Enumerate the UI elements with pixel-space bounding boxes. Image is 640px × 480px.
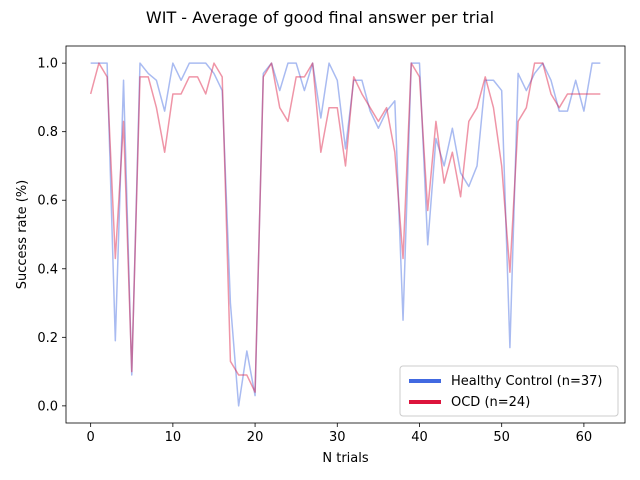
x-tick-label: 40: [411, 430, 428, 445]
y-tick-label: 0.4: [37, 262, 58, 277]
series-line-healthy-control: [90, 62, 601, 407]
y-tick-label: 0.8: [37, 125, 58, 140]
y-tick-label: 1.0: [37, 57, 58, 72]
legend-frame: [399, 365, 619, 417]
y-tick-label: 0.0: [37, 399, 58, 414]
axes-frame: [65, 45, 626, 424]
y-axis-label: Success rate (%): [15, 180, 30, 290]
plot-area: [65, 45, 626, 424]
x-tick-label: 50: [493, 430, 510, 445]
x-tick-label: 0: [87, 430, 95, 445]
series-layer: [89, 62, 601, 407]
x-tick-label: 20: [247, 430, 264, 445]
legend: Healthy Control (n=37) OCD (n=24): [399, 365, 619, 417]
x-axis: 0 10 20 30 40 50 60: [87, 423, 593, 445]
y-tick-label: 0.6: [37, 194, 58, 209]
series-line-ocd: [89, 62, 601, 393]
y-axis: 0.0 0.2 0.4 0.6 0.8 1.0: [37, 57, 66, 414]
x-tick-label: 10: [165, 430, 182, 445]
chart-title: WIT - Average of good final answer per t…: [146, 8, 494, 27]
x-tick-label: 60: [576, 430, 593, 445]
legend-label-ocd: OCD (n=24): [451, 395, 530, 410]
x-tick-label: 30: [329, 430, 346, 445]
y-tick-label: 0.2: [37, 331, 58, 346]
legend-label-healthy-control: Healthy Control (n=37): [451, 374, 602, 389]
x-axis-label: N trials: [322, 451, 368, 466]
